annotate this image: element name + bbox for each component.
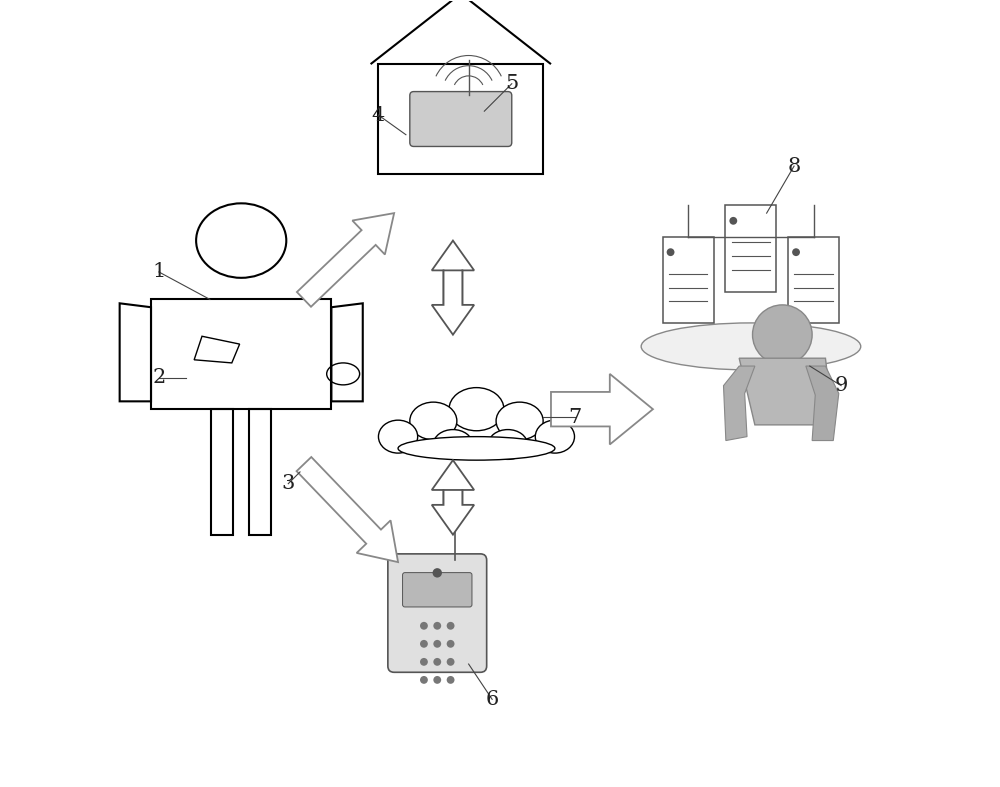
Text: 3: 3 [282, 475, 295, 493]
Circle shape [433, 640, 441, 648]
Polygon shape [432, 241, 474, 305]
Circle shape [420, 658, 428, 666]
Ellipse shape [433, 430, 473, 460]
Polygon shape [432, 460, 474, 504]
Text: 7: 7 [568, 408, 581, 427]
Circle shape [433, 676, 441, 684]
FancyBboxPatch shape [725, 205, 776, 291]
Polygon shape [739, 358, 833, 425]
Ellipse shape [449, 388, 504, 430]
Ellipse shape [488, 430, 527, 460]
Polygon shape [297, 213, 394, 307]
Text: 6: 6 [486, 690, 499, 709]
Ellipse shape [641, 323, 861, 370]
Ellipse shape [398, 437, 555, 460]
Polygon shape [724, 366, 755, 441]
Circle shape [447, 622, 455, 630]
Circle shape [420, 640, 428, 648]
Circle shape [447, 658, 455, 666]
Circle shape [729, 217, 737, 225]
Circle shape [420, 622, 428, 630]
Circle shape [753, 305, 812, 364]
Ellipse shape [410, 402, 457, 440]
Text: 1: 1 [152, 262, 166, 282]
Text: 4: 4 [372, 105, 385, 124]
Polygon shape [297, 457, 398, 562]
FancyBboxPatch shape [403, 573, 472, 607]
Polygon shape [432, 490, 474, 534]
FancyBboxPatch shape [788, 237, 839, 323]
FancyBboxPatch shape [663, 237, 714, 323]
Ellipse shape [496, 402, 543, 440]
Circle shape [433, 622, 441, 630]
Circle shape [447, 676, 455, 684]
Circle shape [433, 658, 441, 666]
Polygon shape [432, 271, 474, 334]
Ellipse shape [378, 420, 418, 453]
Circle shape [447, 640, 455, 648]
FancyBboxPatch shape [388, 554, 487, 672]
Text: 8: 8 [787, 157, 801, 176]
Circle shape [433, 568, 442, 578]
Text: 5: 5 [505, 74, 518, 93]
FancyBboxPatch shape [410, 91, 512, 146]
Polygon shape [806, 366, 839, 441]
Ellipse shape [535, 420, 575, 453]
Circle shape [792, 248, 800, 256]
Circle shape [667, 248, 674, 256]
Circle shape [420, 676, 428, 684]
Polygon shape [551, 374, 653, 445]
Text: 9: 9 [834, 376, 848, 395]
Text: 2: 2 [152, 368, 165, 387]
